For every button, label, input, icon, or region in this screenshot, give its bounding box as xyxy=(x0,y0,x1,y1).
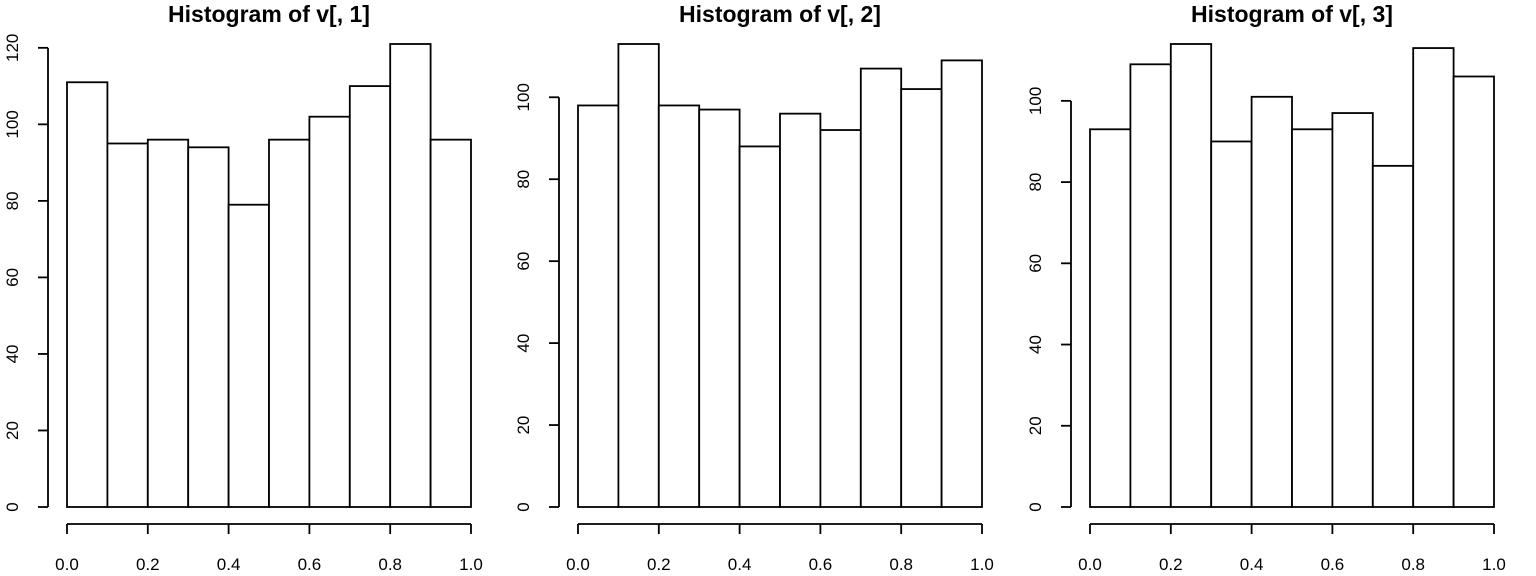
x-tick-label: 1.0 xyxy=(970,555,994,574)
x-tick-label: 0.8 xyxy=(889,555,913,574)
histogram-bar xyxy=(227,203,270,508)
y-tick-label: 80 xyxy=(3,191,22,210)
y-tick-label: 20 xyxy=(1026,416,1045,435)
y-tick-label: 40 xyxy=(514,334,533,353)
histogram-bar xyxy=(1291,128,1334,508)
x-tick-label: 0.8 xyxy=(378,555,402,574)
histogram-bar xyxy=(859,67,903,508)
histogram-bar xyxy=(1169,43,1213,508)
y-tick-label: 20 xyxy=(3,421,22,440)
x-tick-label: 0.4 xyxy=(1240,555,1264,574)
histogram-bar xyxy=(146,138,190,508)
x-tick-label: 0.6 xyxy=(809,555,833,574)
x-tick-label: 0.8 xyxy=(1401,555,1425,574)
y-tick-label: 100 xyxy=(1026,87,1045,115)
panel-2-title: Histogram of v[, 2] xyxy=(679,1,881,27)
histogram-bar xyxy=(900,88,943,508)
histogram-bar xyxy=(657,104,701,508)
histogram-bar xyxy=(1452,75,1495,508)
histogram-bar xyxy=(348,85,392,508)
y-tick-label: 60 xyxy=(3,268,22,287)
histogram-bar xyxy=(617,43,660,508)
y-tick-label: 20 xyxy=(514,416,533,435)
y-tick-label: 60 xyxy=(1026,254,1045,273)
y-tick-label: 40 xyxy=(1026,335,1045,354)
histogram-bar xyxy=(429,138,472,508)
histogram-bar xyxy=(389,43,432,508)
histogram-panel-3: Histogram of v[, 3] 0.0 0.2 0.4 0.6 0.8 1.0 0 2… xyxy=(1026,1,1506,574)
histogram-bar xyxy=(308,115,351,508)
histogram-bar xyxy=(106,142,149,508)
y-tick-label: 0 xyxy=(1026,502,1045,511)
histogram-bar xyxy=(779,112,822,508)
x-tick-label: 0.6 xyxy=(298,555,322,574)
x-tick-label: 0.4 xyxy=(217,555,241,574)
x-tick-label: 0.6 xyxy=(1321,555,1345,574)
histogram-bar xyxy=(940,59,983,508)
x-tick-label: 0.4 xyxy=(728,555,752,574)
x-tick-label: 0.2 xyxy=(647,555,671,574)
histogram-bar xyxy=(1089,128,1132,508)
histogram-bar xyxy=(698,108,741,508)
histogram-bar xyxy=(1210,140,1253,508)
x-tick-label: 0.0 xyxy=(1078,555,1102,574)
histogram-bar xyxy=(1129,63,1172,508)
histogram-bar xyxy=(1371,164,1415,508)
x-tick-label: 1.0 xyxy=(459,555,483,574)
x-tick-label: 0.0 xyxy=(55,555,79,574)
histogram-bar xyxy=(187,146,230,508)
histogram-bar xyxy=(1412,47,1455,508)
histogram-panel-1: Histogram of v[, 1] 0.0 0.2 0.4 0.6 0.8 1.0 0 2… xyxy=(3,1,483,574)
y-tick-label: 0 xyxy=(3,502,22,511)
histogram-bar xyxy=(577,104,620,508)
x-tick-label: 0.0 xyxy=(566,555,590,574)
x-tick-label: 1.0 xyxy=(1482,555,1506,574)
y-tick-label: 80 xyxy=(514,170,533,189)
y-tick-label: 100 xyxy=(514,83,533,111)
panel-1-title: Histogram of v[, 1] xyxy=(168,1,370,27)
histogram-bar xyxy=(66,81,109,508)
x-tick-label: 0.2 xyxy=(1159,555,1183,574)
histogram-bar xyxy=(1331,112,1374,508)
histogram-bar xyxy=(268,138,311,508)
y-tick-label: 80 xyxy=(1026,173,1045,192)
y-tick-label: 40 xyxy=(3,344,22,363)
panel-3-title: Histogram of v[, 3] xyxy=(1191,1,1393,27)
y-tick-label: 60 xyxy=(514,252,533,271)
histogram-bar xyxy=(819,129,862,508)
y-tick-label: 100 xyxy=(3,110,22,138)
histogram-bar xyxy=(738,145,781,508)
y-tick-label: 0 xyxy=(514,502,533,511)
y-tick-label: 120 xyxy=(3,34,22,62)
histogram-panel-2: Histogram of v[, 2] 0.0 0.2 0.4 0.6 0.8 1.0 0 2… xyxy=(514,1,994,574)
histogram-bar xyxy=(1250,95,1293,508)
x-tick-label: 0.2 xyxy=(136,555,160,574)
